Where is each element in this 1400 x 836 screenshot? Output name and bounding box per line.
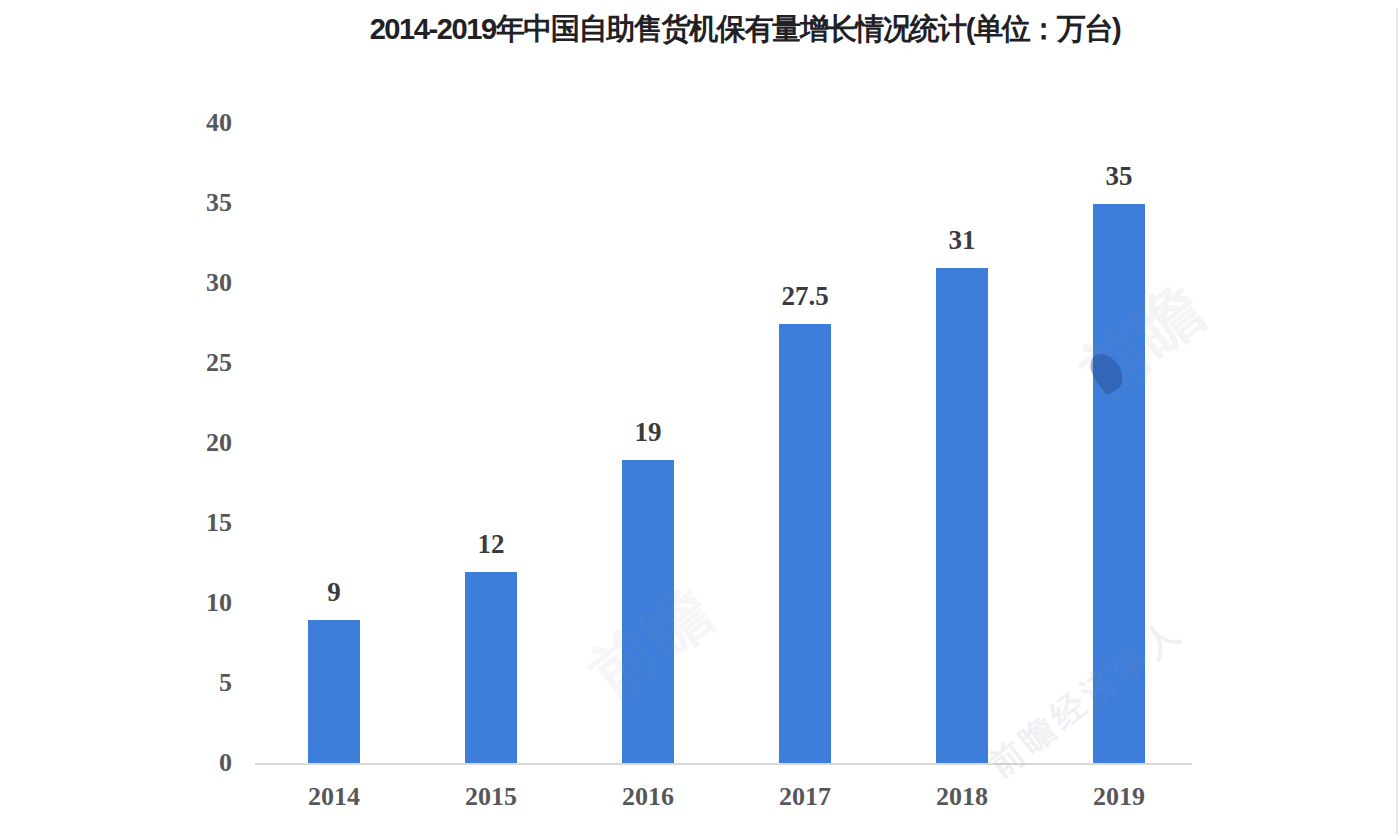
- chart-title: 2014-2019年中国自助售货机保有量增长情况统计(单位：万台): [110, 9, 1381, 50]
- y-axis-tick-label: 35: [140, 188, 232, 218]
- image-right-border: [1396, 8, 1398, 834]
- y-axis-tick-label: 30: [140, 268, 232, 298]
- bar-2015: [465, 572, 517, 764]
- bar-2019: [1093, 204, 1145, 764]
- bar-value-label: 9: [264, 576, 404, 608]
- x-axis-tick-label: 2019: [1049, 782, 1189, 812]
- x-axis-tick-label: 2014: [264, 782, 404, 812]
- x-axis-tick-label: 2017: [735, 782, 875, 812]
- bar-2017: [779, 324, 831, 764]
- bar-value-label: 19: [578, 416, 718, 448]
- bar-2016: [622, 460, 674, 764]
- bar-2018: [936, 268, 988, 764]
- bar-value-label: 12: [421, 528, 561, 560]
- bar-value-label: 35: [1049, 160, 1189, 192]
- x-axis-tick-label: 2016: [578, 782, 718, 812]
- y-axis-tick-label: 20: [140, 428, 232, 458]
- y-axis-tick-label: 15: [140, 508, 232, 538]
- y-axis-tick-label: 40: [140, 108, 232, 138]
- y-axis-tick-label: 25: [140, 348, 232, 378]
- y-axis-tick-label: 0: [140, 748, 232, 778]
- y-axis-tick-label: 10: [140, 588, 232, 618]
- bar-value-label: 27.5: [735, 280, 875, 312]
- bar-value-label: 31: [892, 224, 1032, 256]
- x-axis-tick-label: 2015: [421, 782, 561, 812]
- x-axis-line: [255, 763, 1192, 765]
- bar-2014: [308, 620, 360, 764]
- bar-chart: 2014-2019年中国自助售货机保有量增长情况统计(单位：万台) 40 35 30…: [0, 0, 1400, 836]
- y-axis-tick-label: 5: [140, 668, 232, 698]
- x-axis-tick-label: 2018: [892, 782, 1032, 812]
- watermark: 前瞻经济学人: [980, 608, 1193, 788]
